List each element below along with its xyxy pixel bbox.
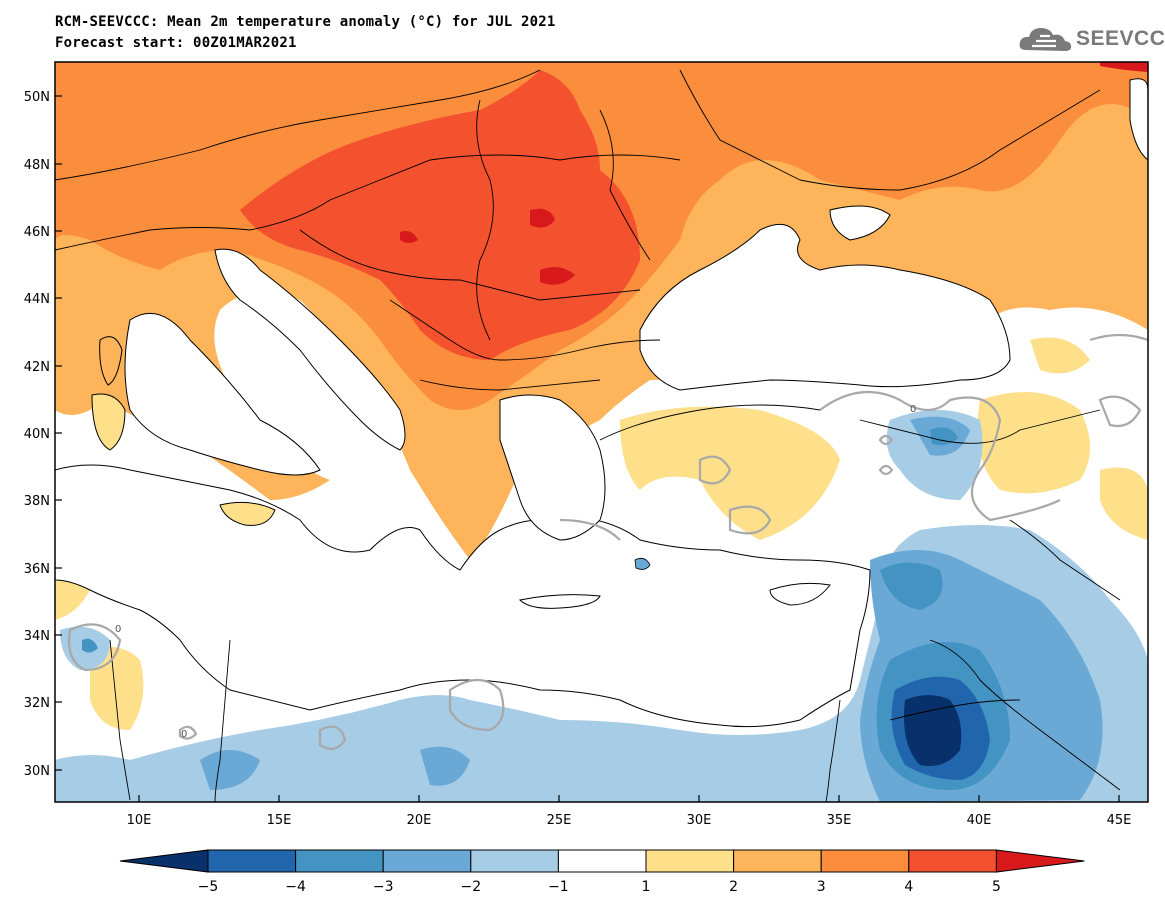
zero-contours xyxy=(67,333,1148,751)
lon-label: 30E xyxy=(687,813,712,828)
cyprus xyxy=(769,582,831,606)
sardinia xyxy=(91,393,126,451)
colorbar-level-label: 4 xyxy=(904,879,913,895)
lat-label: 30N xyxy=(24,764,50,779)
seevccc-logo: SEEVCCC xyxy=(1018,22,1165,56)
lat-label: 50N xyxy=(24,90,50,105)
colorbar-box xyxy=(733,849,822,873)
lat-label: 34N xyxy=(24,629,50,644)
colorbar-box xyxy=(382,849,472,873)
lat-label: 38N xyxy=(24,494,50,509)
lat-label: 42N xyxy=(24,360,50,375)
colorbar-box xyxy=(908,849,997,873)
anomaly-minus1to2-anatolia xyxy=(60,410,983,670)
contour-label: 0 xyxy=(115,624,121,635)
rhodes xyxy=(634,557,651,570)
lat-label: 32N xyxy=(24,696,50,711)
country-borders xyxy=(55,69,1121,802)
lat-label: 36N xyxy=(24,562,50,577)
colorbar-level-label: −4 xyxy=(285,879,306,895)
lon-label: 25E xyxy=(547,813,572,828)
cloud-icon xyxy=(1019,28,1072,51)
lat-label: 48N xyxy=(24,158,50,173)
anomaly-minus5-core xyxy=(904,695,962,766)
colorbar-level-label: 5 xyxy=(992,879,1001,895)
anomaly-4to5-core xyxy=(240,70,640,360)
adriatic-sea xyxy=(214,248,406,451)
lon-label: 40E xyxy=(967,813,992,828)
colorbar-level-label: −2 xyxy=(460,879,481,895)
colorbar-box xyxy=(820,849,910,873)
colorbar-level-label: −1 xyxy=(548,879,569,895)
lon-label: 20E xyxy=(407,813,432,828)
lon-labels: 10E 15E 20E 25E 30E 35E 40E 45E xyxy=(127,813,1132,828)
colorbar-max-triangle xyxy=(995,849,1085,873)
lon-label: 45E xyxy=(1107,813,1132,828)
colorbar-box xyxy=(295,849,384,873)
forecast-start: Forecast start: 00Z01MAR2021 xyxy=(55,35,297,51)
anomaly-minus2to3 xyxy=(200,416,1103,802)
logo-text: SEEVCCC xyxy=(1076,27,1165,50)
lat-labels: 50N 48N 46N 44N 42N 40N 38N 36N 34N 32N … xyxy=(24,90,50,779)
lon-label: 10E xyxy=(127,813,152,828)
contour-label: 0 xyxy=(910,404,916,415)
contour-labels: 0 0 0 xyxy=(115,404,916,740)
lon-label: 35E xyxy=(827,813,852,828)
colorbar-level-label: 2 xyxy=(729,879,738,895)
colorbar-box xyxy=(470,849,559,873)
lon-label: 15E xyxy=(267,813,292,828)
colorbar-min-triangle xyxy=(119,849,209,873)
map-frame xyxy=(54,61,1149,803)
map-title: RCM-SEEVCCC: Mean 2m temperature anomaly… xyxy=(55,14,556,30)
tyrrhenian-sea xyxy=(124,312,321,476)
mediterranean-sea xyxy=(55,464,871,728)
axis-ticks xyxy=(55,95,1120,802)
colorbar-box xyxy=(557,849,647,873)
colorbar-box xyxy=(645,849,735,873)
anomaly-2to3-east xyxy=(900,170,1148,300)
caspian-sea xyxy=(1129,78,1148,161)
black-sea xyxy=(639,205,1011,391)
colorbar-level-label: 3 xyxy=(817,879,826,895)
crete xyxy=(518,594,601,609)
contour-label: 0 xyxy=(181,729,187,740)
colorbar-box xyxy=(207,849,297,873)
lat-label: 46N xyxy=(24,225,50,240)
sicily xyxy=(219,501,276,526)
colorbar-level-label: −5 xyxy=(198,879,219,895)
colorbar-level-label: −3 xyxy=(373,879,394,895)
aegean-sea xyxy=(499,394,606,541)
colorbar-level-label: 1 xyxy=(642,879,651,895)
corsica xyxy=(99,336,123,386)
lat-label: 40N xyxy=(24,427,50,442)
lat-label: 44N xyxy=(24,292,50,307)
